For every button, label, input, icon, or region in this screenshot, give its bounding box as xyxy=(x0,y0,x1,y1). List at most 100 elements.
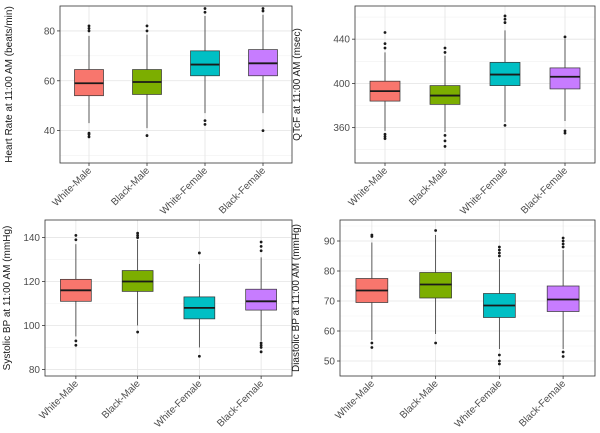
outlier-point xyxy=(74,339,78,343)
outlier-point xyxy=(561,355,565,358)
outlier-point xyxy=(136,330,140,334)
y-axis-title: Heart Rate at 11:00 AM (beats/min) xyxy=(4,6,15,163)
outlier-point xyxy=(136,236,140,239)
outlier-point xyxy=(443,51,447,54)
box-white-female xyxy=(489,14,521,127)
outlier-point xyxy=(434,341,438,345)
y-tick-label: 120 xyxy=(23,277,40,288)
outlier-point xyxy=(497,245,501,249)
box-black-male xyxy=(429,46,461,148)
x-tick-label: White-Male xyxy=(347,165,391,209)
outlier-point xyxy=(503,14,507,18)
box-white-male xyxy=(60,233,92,347)
x-tick-label: Black-Female xyxy=(517,378,568,429)
y-tick-label: 80 xyxy=(29,365,41,376)
panel-border xyxy=(354,5,596,164)
outlier-point xyxy=(383,31,387,34)
outlier-point xyxy=(74,343,78,347)
x-tick-label: White-Female xyxy=(453,378,505,430)
outlier-point xyxy=(497,362,501,366)
box-white-male xyxy=(369,31,401,141)
outlier-point xyxy=(383,46,387,50)
y-axis-title: Diastolic BP at 11:00 AM (mmHg) xyxy=(291,224,302,372)
outlier-point xyxy=(87,24,91,28)
panel-border xyxy=(59,5,293,164)
box-black-female xyxy=(245,240,277,354)
x-tick-label: Black-Female xyxy=(217,165,268,216)
y-axis-title: Systolic BP at 11:00 AM (mmHg) xyxy=(2,226,13,371)
x-tick-label: Black-Female xyxy=(519,165,570,216)
outlier-point xyxy=(87,135,91,139)
y-tick-label: 60 xyxy=(324,327,336,338)
x-tick-label: Black-Male xyxy=(398,378,441,421)
outlier-point xyxy=(203,122,207,126)
y-tick-label: 100 xyxy=(23,321,40,332)
outlier-point xyxy=(259,249,263,253)
outlier-point xyxy=(145,134,149,137)
outlier-point xyxy=(203,119,207,123)
outlier-point xyxy=(197,354,201,358)
outlier-point xyxy=(261,9,265,13)
outlier-point xyxy=(259,343,263,347)
panel-border xyxy=(44,219,293,377)
box-iqr xyxy=(549,67,581,90)
outlier-point xyxy=(197,251,201,255)
outlier-point xyxy=(561,245,565,249)
heart-rate-panel: 40 60 80 White-Male Black-Male White-Female Bl… xyxy=(4,5,293,217)
outlier-point xyxy=(203,7,207,10)
x-tick-label: Black-Male xyxy=(109,165,152,208)
outlier-point xyxy=(259,244,263,248)
y-tick-label: 50 xyxy=(324,357,336,368)
x-tick-label: White-Male xyxy=(51,165,95,209)
y-tick-label: 440 xyxy=(333,35,350,46)
outlier-point xyxy=(443,145,447,148)
outlier-point xyxy=(203,10,207,14)
outlier-point xyxy=(145,29,149,33)
outlier-point xyxy=(497,353,501,357)
box-black-female xyxy=(248,7,278,133)
outlier-point xyxy=(136,233,140,237)
qtcf-panel: 360 400 440 White-Male Black-Male White-Femal… xyxy=(292,5,596,217)
box-white-male xyxy=(355,233,389,349)
outlier-point xyxy=(383,42,387,45)
outlier-point xyxy=(563,129,567,133)
outlier-point xyxy=(443,139,447,143)
x-tick-label: White-Female xyxy=(153,378,205,430)
x-tick-label: White-Male xyxy=(37,378,81,422)
outlier-point xyxy=(259,346,263,349)
outlier-point xyxy=(383,137,387,141)
panel-border xyxy=(339,219,596,377)
outlier-point xyxy=(561,236,565,240)
outlier-point xyxy=(561,239,565,243)
x-tick-label: Black-Male xyxy=(100,378,143,421)
box-iqr xyxy=(190,50,220,77)
outlier-point xyxy=(383,135,387,138)
y-tick-label: 140 xyxy=(23,233,40,244)
outlier-point xyxy=(261,7,265,10)
x-tick-label: Black-Male xyxy=(407,165,450,208)
y-tick-label: 80 xyxy=(324,267,336,278)
outlier-point xyxy=(497,254,501,258)
box-black-male xyxy=(419,229,452,345)
box-black-male xyxy=(132,24,162,137)
box-black-female xyxy=(549,35,581,135)
box-black-female xyxy=(546,236,580,358)
box-iqr xyxy=(245,288,277,311)
diastolic-bp-panel: 50 60 70 80 90 White-Male Black-Male White-Fema… xyxy=(291,219,596,430)
outlier-point xyxy=(259,350,263,354)
y-tick-label: 80 xyxy=(44,26,56,37)
outlier-point xyxy=(87,131,91,135)
outlier-point xyxy=(503,17,507,21)
outlier-point xyxy=(370,346,374,349)
x-tick-label: White-Male xyxy=(333,378,377,422)
box-white-male xyxy=(74,24,104,139)
outlier-point xyxy=(443,46,447,50)
outlier-point xyxy=(383,132,387,136)
outlier-point xyxy=(434,229,438,232)
systolic-bp-panel: 80 100 120 140 White-Male Black-Male White-Fem… xyxy=(2,219,293,430)
outlier-point xyxy=(497,359,501,363)
y-tick-label: 360 xyxy=(333,123,350,134)
outlier-point xyxy=(136,231,140,235)
box-white-female xyxy=(190,7,220,126)
outlier-point xyxy=(145,24,149,28)
